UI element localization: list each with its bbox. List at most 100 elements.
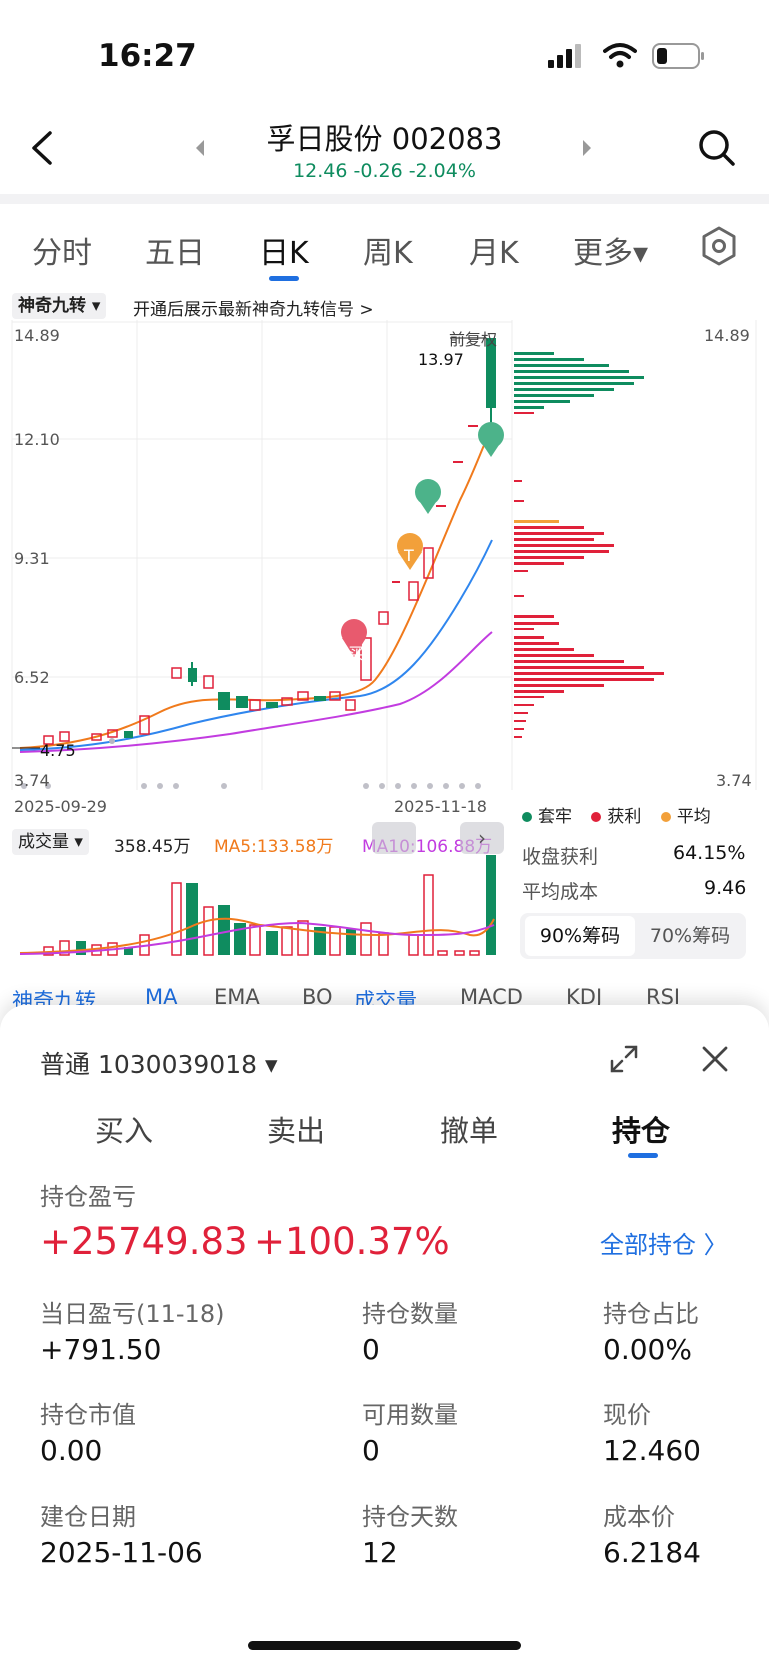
collapse-arrow-button[interactable]: › (460, 822, 504, 854)
event-dots (109, 738, 115, 744)
field-label-available: 可用数量 (362, 1401, 458, 1429)
volume-current: 358.45万 (114, 837, 191, 857)
tab-monthly-k[interactable]: 月K (469, 236, 519, 271)
tab-buy[interactable]: 买入 (95, 1114, 154, 1148)
chip-distribution (514, 352, 664, 738)
wifi-icon (603, 43, 637, 68)
field-label-daily-pnl: 当日盈亏(11-18) (40, 1300, 225, 1328)
tab-weekly-k[interactable]: 周K (363, 236, 413, 271)
expand-icon[interactable] (609, 1044, 639, 1074)
tab-sell[interactable]: 卖出 (267, 1114, 326, 1148)
field-label-ratio: 持仓占比 (603, 1300, 699, 1328)
pnl-amount: +25749.83 (40, 1220, 248, 1263)
tab-intraday[interactable]: 分时 (32, 236, 92, 271)
sell-marker-2-label: 卖 (483, 459, 500, 478)
legend-trapped-dot (522, 812, 532, 822)
high-price-label: 13.97 (418, 350, 464, 369)
date-end: 2025-11-18 (394, 797, 487, 816)
ma20-line (19, 631, 493, 753)
period-tab-indicator (269, 276, 299, 281)
field-value-available: 0 (362, 1434, 380, 1467)
ma5-line (19, 427, 493, 749)
battery-icon (652, 43, 704, 69)
tab-daily-k[interactable]: 日K (259, 236, 309, 271)
chip-90-button[interactable]: 90%筹码 (525, 916, 635, 956)
tab-more[interactable]: 更多▾ (573, 236, 649, 271)
legend-average: 平均 (676, 807, 711, 827)
account-selector[interactable]: 普通 1030039018 ▾ (40, 1050, 278, 1079)
all-positions-link[interactable]: 全部持仓 〉 (600, 1231, 728, 1259)
y-label-top: 14.89 (14, 326, 60, 345)
signal-chip[interactable]: 神奇九转 ▾ (12, 293, 107, 319)
volume-ma5: MA5:133.58万 (214, 837, 334, 857)
field-value-open-date: 2025-11-06 (40, 1536, 203, 1569)
candlesticks (43, 338, 496, 745)
field-label-current-price: 现价 (603, 1401, 651, 1429)
signal-chip-label: 神奇九转 (18, 296, 86, 316)
field-label-quantity: 持仓数量 (362, 1300, 458, 1328)
chip-70-button[interactable]: 70%筹码 (649, 925, 731, 947)
stock-title: 孚日股份 002083 (266, 122, 503, 156)
tab-positions[interactable]: 持仓 (612, 1114, 671, 1148)
tab-five-day[interactable]: 五日 (145, 236, 205, 271)
volume-chart (19, 855, 496, 956)
price-chart[interactable] (0, 320, 769, 790)
avg-cost-value: 9.46 (704, 877, 747, 899)
y-label-bottom: 3.74 (14, 771, 50, 790)
signal-promo-link[interactable]: 开通后展示最新神奇九转信号 > (133, 300, 374, 320)
sell-marker-1[interactable] (415, 479, 441, 514)
legend-trapped: 套牢 (538, 807, 572, 827)
tab-cancel-order[interactable]: 撤单 (440, 1114, 499, 1148)
avg-cost-label: 平均成本 (522, 881, 599, 903)
field-value-daily-pnl: +791.50 (40, 1333, 162, 1366)
bottom-dots (21, 783, 481, 789)
legend-profit: 获利 (607, 807, 642, 827)
legend-profit-dot (591, 812, 602, 822)
sell-marker-2[interactable] (478, 422, 504, 457)
field-label-cost-price: 成本价 (603, 1503, 675, 1531)
y-label-mid2: 9.31 (14, 549, 50, 568)
legend-average-dot (660, 812, 671, 822)
date-start: 2025-09-29 (14, 797, 107, 816)
y-label-mid1: 12.10 (14, 430, 60, 449)
y-label-mid3: 6.52 (14, 668, 50, 687)
field-label-hold-days: 持仓天数 (362, 1503, 458, 1531)
pnl-percent: +100.37% (254, 1220, 450, 1263)
close-icon[interactable] (700, 1044, 730, 1074)
field-label-market-value: 持仓市值 (40, 1401, 136, 1429)
search-icon[interactable] (697, 128, 737, 168)
sell-marker-1-label: 卖 (420, 516, 437, 535)
volume-label: 成交量 (18, 832, 69, 852)
prev-stock-icon[interactable] (194, 139, 206, 157)
back-arrow-icon[interactable] (28, 130, 56, 166)
header-divider (0, 194, 769, 204)
adjust-mode[interactable]: 前复权 (449, 330, 498, 349)
field-value-current-price: 12.460 (603, 1434, 701, 1467)
profit-ratio-label: 收盘获利 (522, 846, 599, 868)
t-marker[interactable] (397, 533, 423, 570)
buy-marker[interactable] (341, 619, 367, 657)
chip-legend: 套牢 获利 平均 (522, 802, 711, 827)
next-stock-icon[interactable] (581, 139, 593, 157)
field-value-quantity: 0 (362, 1333, 380, 1366)
stock-quote: 12.46 -0.26 -2.04% (293, 160, 476, 182)
profit-ratio-value: 64.15% (673, 842, 746, 864)
low-price-label: 4.75 (40, 741, 76, 760)
home-indicator[interactable] (248, 1641, 521, 1650)
ma10-line (19, 539, 493, 751)
trade-sheet (0, 1005, 769, 1665)
field-value-market-value: 0.00 (40, 1434, 103, 1467)
trade-tab-indicator (628, 1153, 658, 1158)
field-value-cost-price: 6.2184 (603, 1536, 701, 1569)
pnl-label: 持仓盈亏 (40, 1183, 136, 1211)
chip-y-label-bottom: 3.74 (716, 771, 752, 790)
status-time: 16:27 (98, 38, 197, 74)
swap-view-button[interactable] (372, 822, 416, 854)
field-label-open-date: 建仓日期 (40, 1503, 136, 1531)
chip-y-label-top: 14.89 (704, 326, 750, 345)
chart-settings-icon[interactable] (701, 226, 737, 266)
field-value-hold-days: 12 (362, 1536, 398, 1569)
volume-indicator-chip[interactable]: 成交量 ▾ (12, 829, 89, 855)
buy-marker-label: 买 (348, 644, 365, 663)
field-value-ratio: 0.00% (603, 1333, 692, 1366)
